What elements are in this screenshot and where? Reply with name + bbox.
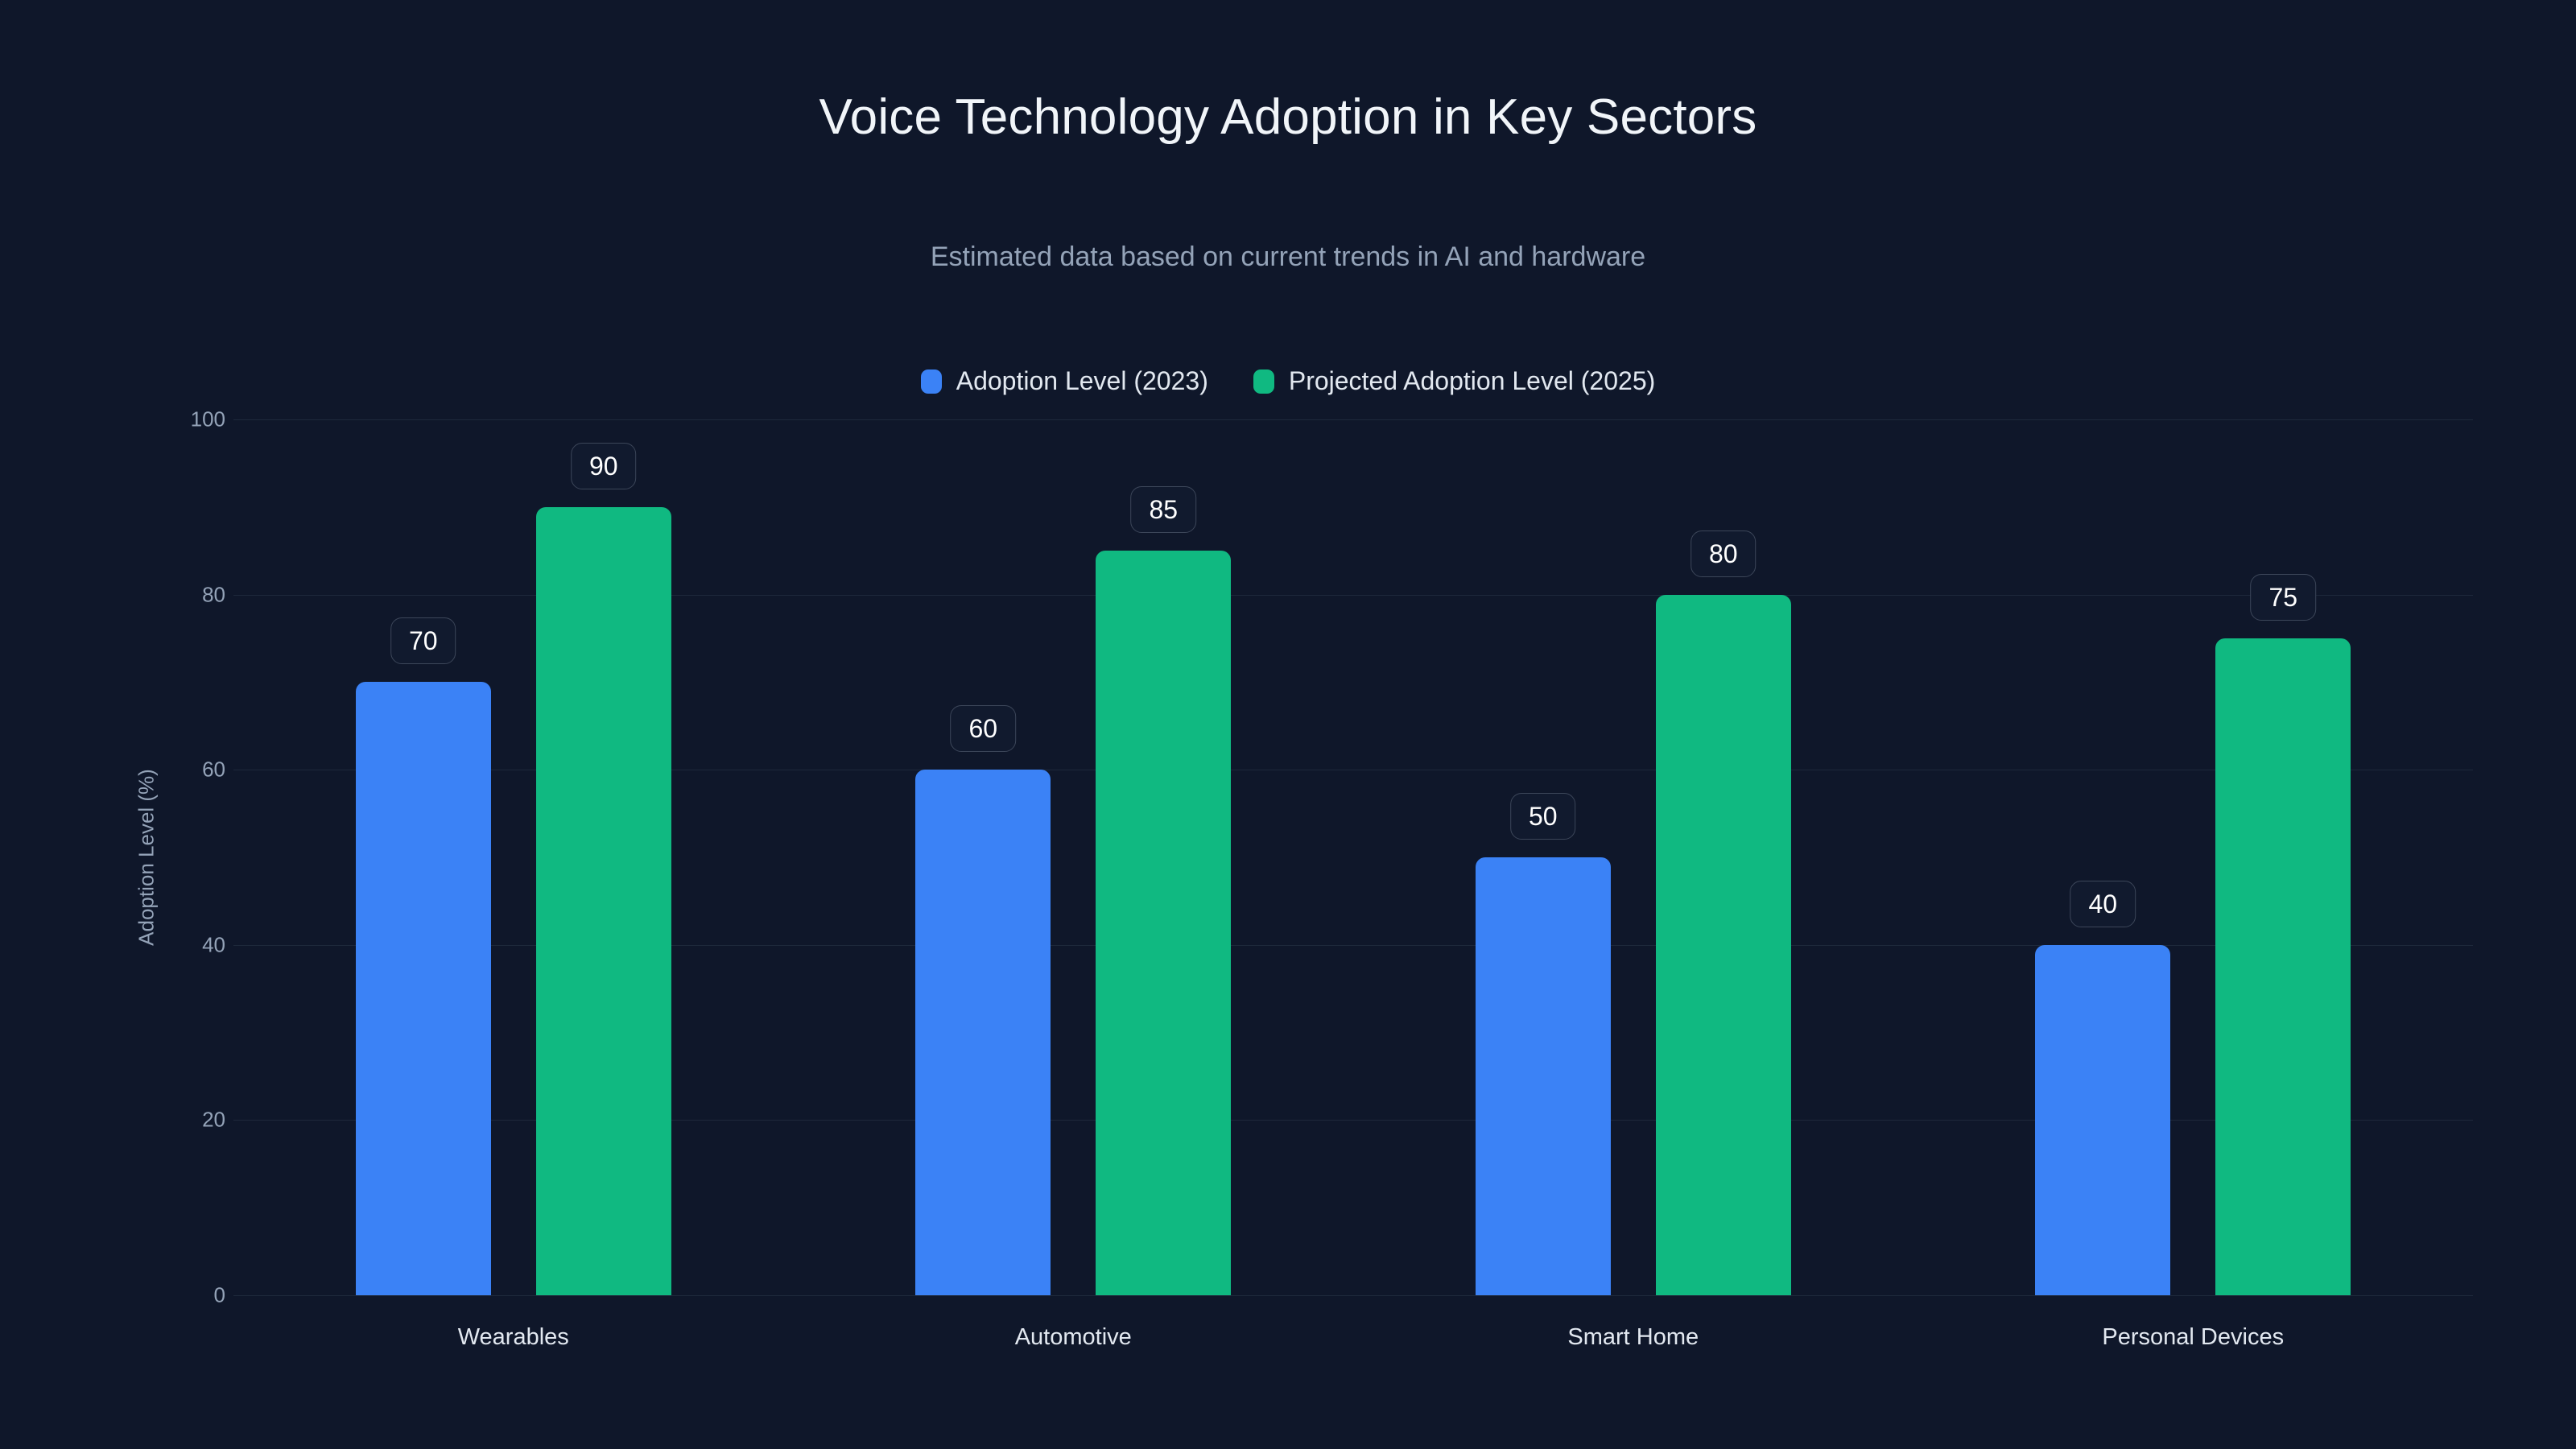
plot-area: Adoption Level (%) 0 20 40 60 80 100 70 90 60 85…	[134, 407, 2473, 1307]
bar-value-label: 85	[1130, 486, 1197, 534]
bar[interactable]	[915, 770, 1051, 1295]
legend-label: Adoption Level (2023)	[956, 366, 1208, 395]
legend-swatch-icon	[920, 369, 942, 394]
legend-item-1[interactable]: Projected Adoption Level (2025)	[1253, 366, 1655, 396]
y-axis-tick-label: 60	[202, 757, 225, 782]
bar[interactable]	[1475, 857, 1611, 1295]
gridline	[233, 1120, 2473, 1121]
legend-label: Projected Adoption Level (2025)	[1288, 366, 1656, 395]
bars-layer: 70 90 60 85 50 80 40 75	[233, 419, 2473, 1295]
legend-item-0[interactable]: Adoption Level (2023)	[920, 366, 1208, 396]
gridline	[233, 944, 2473, 946]
gridline	[233, 419, 2473, 420]
bar-value-label: 50	[1509, 793, 1576, 840]
bar[interactable]	[1096, 551, 1232, 1295]
chart-legend: Adoption Level (2023) Projected Adoption …	[0, 366, 2576, 396]
x-axis-labels: Wearables Automotive Smart Home Personal De…	[233, 1324, 2473, 1364]
bar[interactable]	[2035, 944, 2171, 1295]
bar[interactable]	[535, 506, 671, 1295]
y-axis-title: Adoption Level (%)	[134, 769, 159, 946]
bar[interactable]	[355, 682, 491, 1295]
bar[interactable]	[2215, 638, 2351, 1295]
chart-title: Voice Technology Adoption in Key Sectors	[819, 89, 1757, 145]
gridline	[233, 594, 2473, 596]
bar-value-label: 80	[1690, 530, 1757, 577]
x-axis-category-label: Automotive	[1014, 1324, 1132, 1350]
legend-swatch-icon	[1253, 369, 1274, 394]
bar-value-label: 40	[2070, 880, 2136, 927]
y-axis-tick-label: 40	[202, 932, 225, 957]
x-axis-category-label: Smart Home	[1567, 1324, 1699, 1350]
y-axis-tick-label: 80	[202, 582, 225, 607]
bar[interactable]	[1655, 594, 1791, 1295]
bar-value-label: 60	[950, 705, 1017, 753]
y-axis-tick-label: 100	[190, 407, 225, 431]
bar-value-label: 70	[390, 617, 456, 665]
gridline	[233, 1295, 2473, 1296]
y-axis-tick-label: 0	[213, 1282, 225, 1307]
x-axis-category-label: Personal Devices	[2102, 1324, 2285, 1350]
bar-value-label: 90	[570, 442, 637, 489]
bar-value-label: 75	[2250, 574, 2317, 621]
chart-subtitle: Estimated data based on current trends i…	[930, 242, 1646, 272]
y-axis-tick-label: 20	[202, 1107, 225, 1132]
x-axis-category-label: Wearables	[457, 1324, 569, 1350]
